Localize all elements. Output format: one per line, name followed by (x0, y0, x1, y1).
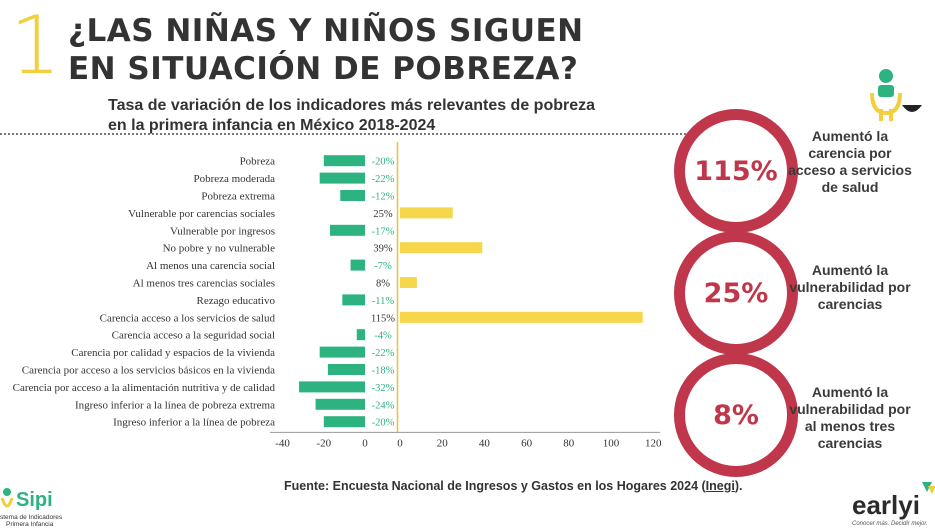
category-label: Pobreza extrema (201, 191, 275, 203)
bar-negative (340, 190, 365, 201)
highlight-circle-1: 115% (674, 109, 798, 233)
highlight-3-line-1: Aumentó la (811, 384, 889, 400)
highlight-3-line-3: al menos tres (804, 418, 896, 434)
value-label: -32% (372, 383, 395, 394)
bar-positive (400, 207, 453, 219)
category-label: Pobreza moderada (193, 173, 275, 185)
bar-negative (323, 416, 365, 428)
highlight-value-2: 25% (703, 277, 769, 309)
category-label: Al menos tres carencias sociales (133, 278, 275, 290)
bar-negative (299, 381, 365, 393)
category-label: Vulnerable por carencias sociales (128, 208, 275, 220)
category-label: Carencia acceso a los servicios de salud (100, 312, 276, 324)
bar-positive (400, 311, 643, 323)
value-label: -22% (372, 348, 395, 359)
x-tick-label: 40 (479, 437, 491, 449)
category-label: Al menos una carencia social (146, 260, 275, 272)
category-label: Vulnerable por ingresos (170, 225, 275, 237)
x-tick-label: 60 (521, 437, 533, 449)
highlight-2-line-1: Aumentó la (811, 262, 889, 278)
highlight-1-line-4: de salud (821, 179, 879, 195)
x-tick-label: -40 (275, 437, 290, 449)
highlight-1-line-1: Aumentó la (811, 128, 889, 144)
earlyi-logo-tagline: Conocer más. Decidir mejor. (852, 521, 928, 527)
highlight-circle-2: 25% (674, 231, 798, 355)
value-label: 39% (373, 244, 393, 255)
category-label: Carencia por acceso a la alimentación nu… (13, 382, 276, 394)
category-label: Carencia por acceso a los servicios bási… (22, 365, 275, 377)
value-label: -11% (372, 296, 395, 307)
bar-negative (329, 224, 365, 236)
highlight-3-line-2: vulnerabilidad por (789, 401, 911, 417)
bar-positive (400, 277, 417, 288)
highlight-circle-3: 8% (674, 353, 798, 477)
title-line-2: EN SITUACIÓN DE POBREZA? (68, 51, 579, 87)
dotted-divider (0, 133, 690, 135)
bar-negative (356, 329, 365, 341)
sipi-logo-sub-1: stema de Indicadores (0, 514, 63, 521)
value-label: 115% (371, 313, 395, 324)
x-tick-label: 20 (437, 437, 449, 449)
category-label: Rezago educativo (197, 295, 276, 307)
source-note: Fuente: Encuesta Nacional de Ingresos y … (284, 479, 742, 493)
highlight-2-line-2: vulnerabilidad por (789, 279, 911, 295)
category-label: Carencia acceso a la seguridad social (112, 330, 275, 342)
x-tick-label: 100 (603, 437, 620, 449)
bar-positive (400, 242, 483, 254)
bar-negative (342, 294, 365, 306)
highlight-text-3: Aumentó la vulnerabilidad por al menos t… (780, 384, 920, 452)
page-title: ¿LAS NIÑAS Y NIÑOS SIGUEN EN SITUACIÓN D… (68, 12, 584, 88)
chart-title-line-1: Tasa de variación de los indicadores más… (108, 97, 596, 114)
highlight-value-1: 115% (694, 155, 778, 187)
bar-chart: Pobreza -20% Pobreza moderada -22% Pobreza e… (13, 142, 662, 449)
value-label: -12% (372, 192, 395, 203)
highlight-1-line-2: carencia por (808, 145, 892, 161)
value-label: -18% (372, 366, 395, 377)
value-label: -17% (372, 226, 395, 237)
x-tick-label: 120 (645, 437, 662, 449)
earlyi-logo-name: earlyi (852, 490, 920, 520)
bar-negative (327, 364, 365, 375)
sipi-logo-sub-2: Primera Infancia (6, 521, 54, 528)
highlight-3-line-4: carencias (817, 435, 883, 451)
source-link[interactable]: Inegi (705, 479, 735, 493)
highlight-value-3: 8% (713, 399, 759, 431)
value-label: 8% (376, 279, 390, 290)
category-label: No pobre y no vulnerable (163, 243, 276, 255)
bar-negative (350, 259, 365, 271)
section-number: 1 (10, 0, 61, 92)
highlight-2-line-3: carencias (817, 296, 883, 312)
child-figure-icon (870, 69, 922, 121)
highlight-1-line-3: acceso a servicios (788, 162, 912, 178)
x-tick-label: 80 (563, 437, 575, 449)
x-tick-label: 0 (397, 437, 403, 449)
chart-title: Tasa de variación de los indicadores más… (108, 96, 648, 136)
category-label: Carencia por calidad y espacios de la vi… (71, 347, 275, 359)
value-label: -20% (372, 157, 395, 168)
value-label: -7% (374, 261, 392, 272)
category-label: Pobreza (240, 156, 276, 168)
source-prefix: Fuente: Encuesta Nacional de Ingresos y … (284, 479, 706, 493)
source-suffix: ). (734, 479, 743, 493)
category-label: Ingreso inferior a la línea de pobreza (113, 417, 275, 429)
chart-title-line-2: en la primera infancia en México 2018-20… (108, 117, 436, 134)
value-label: -20% (372, 418, 395, 429)
bar-negative (319, 172, 365, 184)
title-line-1: ¿LAS NIÑAS Y NIÑOS SIGUEN (68, 13, 584, 49)
bar-negative (323, 155, 365, 167)
category-label: Ingreso inferior a la línea de pobreza e… (75, 399, 275, 411)
value-label: -22% (372, 174, 395, 185)
sipi-logo: Sipi stema de Indicadores Primera Infanc… (0, 488, 63, 528)
earlyi-logo: earlyi Conocer más. Decidir mejor. (852, 482, 935, 527)
value-label: -4% (374, 331, 392, 342)
sipi-logo-name: Sipi (16, 489, 53, 511)
value-label: -24% (372, 400, 395, 411)
highlight-text-1: Aumentó la carencia por acceso a servici… (780, 128, 920, 196)
bar-negative (315, 398, 365, 410)
value-label: 25% (373, 209, 393, 220)
x-tick-label: 0 (362, 437, 368, 449)
x-tick-label: -20 (316, 437, 331, 449)
bar-negative (319, 346, 365, 358)
highlight-text-2: Aumentó la vulnerabilidad por carencias (780, 262, 920, 313)
